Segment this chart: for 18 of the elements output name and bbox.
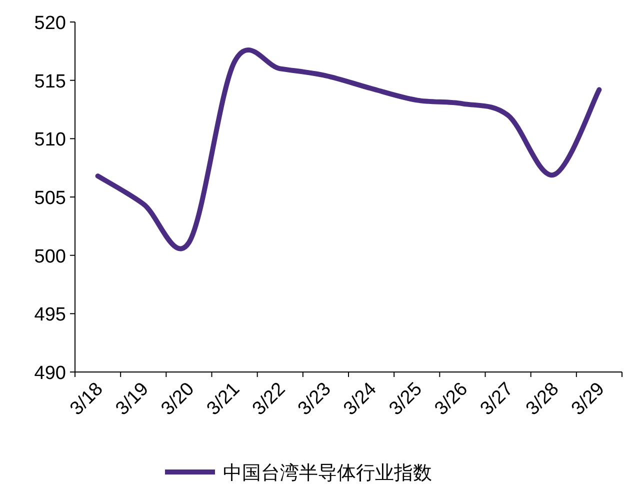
x-tick-label: 3/24 [340, 378, 382, 420]
x-tick-label: 3/23 [294, 378, 336, 420]
x-tick-label: 3/29 [568, 378, 609, 420]
legend-label: 中国台湾半导体行业指数 [223, 462, 432, 484]
x-tick-label: 3/28 [522, 378, 564, 420]
x-tick-label: 3/21 [203, 378, 244, 420]
y-tick-label: 495 [34, 304, 66, 326]
y-tick-label: 515 [34, 71, 66, 92]
x-tick-label: 3/18 [66, 378, 108, 420]
y-tick-label: 510 [34, 130, 66, 151]
y-tick-label: 490 [34, 363, 66, 384]
x-tick-label: 3/22 [248, 378, 290, 420]
x-tick-label: 3/20 [157, 378, 198, 420]
y-tick-label: 500 [34, 246, 66, 268]
y-tick-label: 520 [34, 13, 66, 34]
x-tick-label: 3/26 [430, 378, 472, 420]
x-tick-label: 3/19 [112, 378, 153, 420]
y-tick-label: 505 [34, 188, 66, 209]
